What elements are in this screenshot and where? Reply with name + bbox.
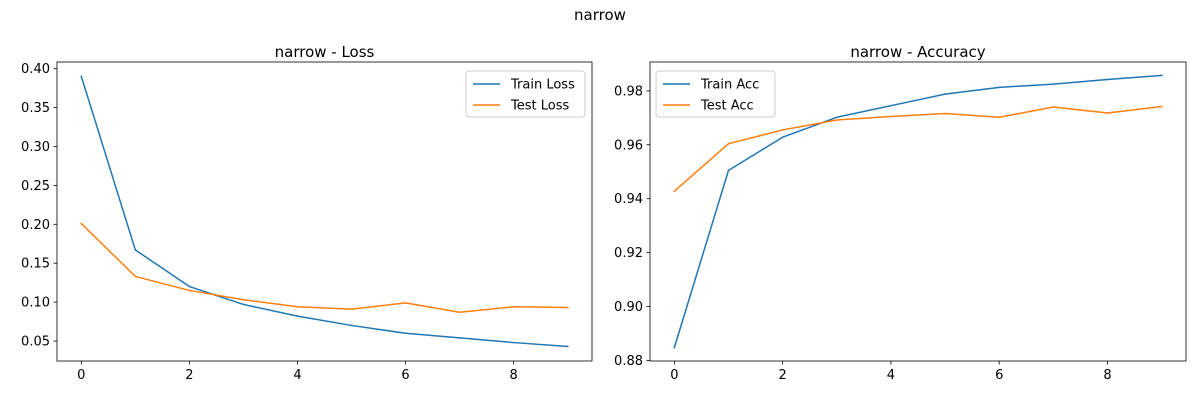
accuracy-test-acc-point-7 (1052, 106, 1055, 108)
accuracy-test-acc-point-1 (727, 142, 730, 145)
accuracy-test-acc-point-6 (998, 116, 1001, 119)
accuracy-y-tick-label: 0.94 (614, 192, 643, 207)
loss-axes-frame (56, 61, 593, 362)
accuracy-test-acc-point-4 (890, 115, 892, 118)
accuracy-x-tick-label: 4 (887, 368, 895, 383)
accuracy-train-acc-point-3 (835, 116, 838, 119)
loss-y-tick-label: 0.05 (21, 335, 50, 350)
loss-test-loss-point-2 (188, 289, 191, 292)
accuracy-train-acc-point-1 (727, 169, 730, 172)
loss-train-loss-point-0 (80, 75, 83, 78)
loss-train-loss-point-8 (512, 341, 515, 344)
loss-y-tick-label: 0.20 (21, 218, 50, 233)
loss-test-loss-point-9 (566, 306, 569, 309)
accuracy-series-train-acc-line (673, 74, 1163, 349)
loss-legend-label-train-loss: Train Loss (510, 78, 575, 93)
loss-train-loss-point-4 (296, 315, 299, 317)
loss-x-tick-label: 0 (77, 368, 85, 383)
accuracy-legend: Train Acc Test Acc (655, 70, 776, 118)
accuracy-test-acc-point-0 (673, 190, 676, 192)
accuracy-test-acc-point-9 (1160, 105, 1163, 108)
accuracy-x-tick-label: 6 (995, 368, 1003, 383)
loss-train-loss-point-9 (566, 345, 569, 348)
loss-series-test-loss-line (80, 222, 569, 313)
loss-test-loss-point-6 (404, 302, 407, 304)
accuracy-series-test-acc-line (673, 105, 1163, 193)
loss-train-loss-point-7 (458, 337, 461, 339)
accuracy-y-tick-label: 0.90 (614, 300, 643, 315)
loss-y-tick-label: 0.10 (21, 296, 50, 311)
loss-y-tick-label: 0.35 (21, 101, 50, 116)
accuracy-test-acc-point-3 (835, 119, 838, 121)
loss-test-loss-point-4 (296, 305, 299, 308)
loss-train-loss-point-2 (188, 285, 191, 288)
accuracy-train-acc-point-7 (1052, 83, 1055, 85)
loss-axes: narrow - Loss 0 2 4 6 8 0.05 0.10 0.15 0.20 0.25 0… (21, 43, 593, 383)
accuracy-y-tick-label: 0.96 (614, 138, 643, 153)
accuracy-x-tick-label: 8 (1103, 368, 1111, 383)
loss-test-loss-point-8 (512, 305, 515, 308)
accuracy-y-tick-label: 0.92 (614, 246, 643, 261)
loss-y-tick-label: 0.30 (21, 140, 50, 155)
loss-test-loss-point-1 (134, 275, 137, 278)
accuracy-test-acc-point-5 (944, 112, 946, 115)
loss-train-loss-point-6 (404, 332, 407, 335)
accuracy-test-acc-point-2 (781, 129, 784, 131)
accuracy-axes: narrow - Accuracy 0 2 4 6 8 0.88 0.90 0.92 0.94 0… (614, 43, 1187, 383)
loss-test-loss-point-5 (350, 308, 353, 310)
loss-train-loss-point-1 (134, 249, 137, 251)
accuracy-y-tick-label: 0.98 (614, 84, 643, 99)
figure-suptitle: narrow (574, 6, 626, 24)
accuracy-train-acc-point-4 (890, 104, 892, 107)
accuracy-train-acc-point-9 (1160, 74, 1163, 77)
accuracy-x-tick-label: 2 (779, 368, 787, 383)
loss-y-tick-label: 0.40 (21, 62, 50, 77)
accuracy-y-tick-label: 0.88 (614, 354, 643, 369)
accuracy-train-acc-point-8 (1106, 78, 1109, 81)
loss-test-loss-point-0 (80, 222, 83, 225)
loss-train-loss-point-5 (350, 324, 353, 327)
accuracy-train-acc-point-2 (781, 136, 784, 139)
loss-legend: Train Loss Test Loss (465, 70, 586, 118)
loss-x-tick-label: 2 (185, 368, 193, 383)
loss-y-tick-label: 0.15 (21, 257, 50, 272)
loss-legend-label-test-loss: Test Loss (510, 99, 569, 114)
loss-axes-title: narrow - Loss (275, 43, 375, 61)
accuracy-train-acc-point-0 (673, 346, 676, 349)
accuracy-test-acc-point-8 (1106, 112, 1109, 114)
accuracy-legend-label-test-acc: Test Acc (700, 99, 754, 114)
loss-x-tick-label: 8 (510, 368, 518, 383)
accuracy-axes-title: narrow - Accuracy (850, 43, 985, 61)
accuracy-legend-label-train-acc: Train Acc (700, 78, 759, 93)
loss-x-tick-label: 6 (401, 368, 409, 383)
loss-train-loss-point-3 (242, 303, 245, 306)
accuracy-train-acc-point-6 (998, 86, 1001, 89)
accuracy-train-acc-point-5 (944, 93, 946, 95)
loss-y-tick-label: 0.25 (21, 179, 50, 194)
loss-x-tick-label: 4 (293, 368, 301, 383)
accuracy-axes-frame (649, 61, 1187, 362)
accuracy-x-tick-label: 0 (670, 368, 678, 383)
loss-series-train-loss-line (80, 75, 569, 348)
loss-test-loss-point-3 (242, 298, 245, 301)
loss-test-loss-point-7 (458, 311, 461, 314)
